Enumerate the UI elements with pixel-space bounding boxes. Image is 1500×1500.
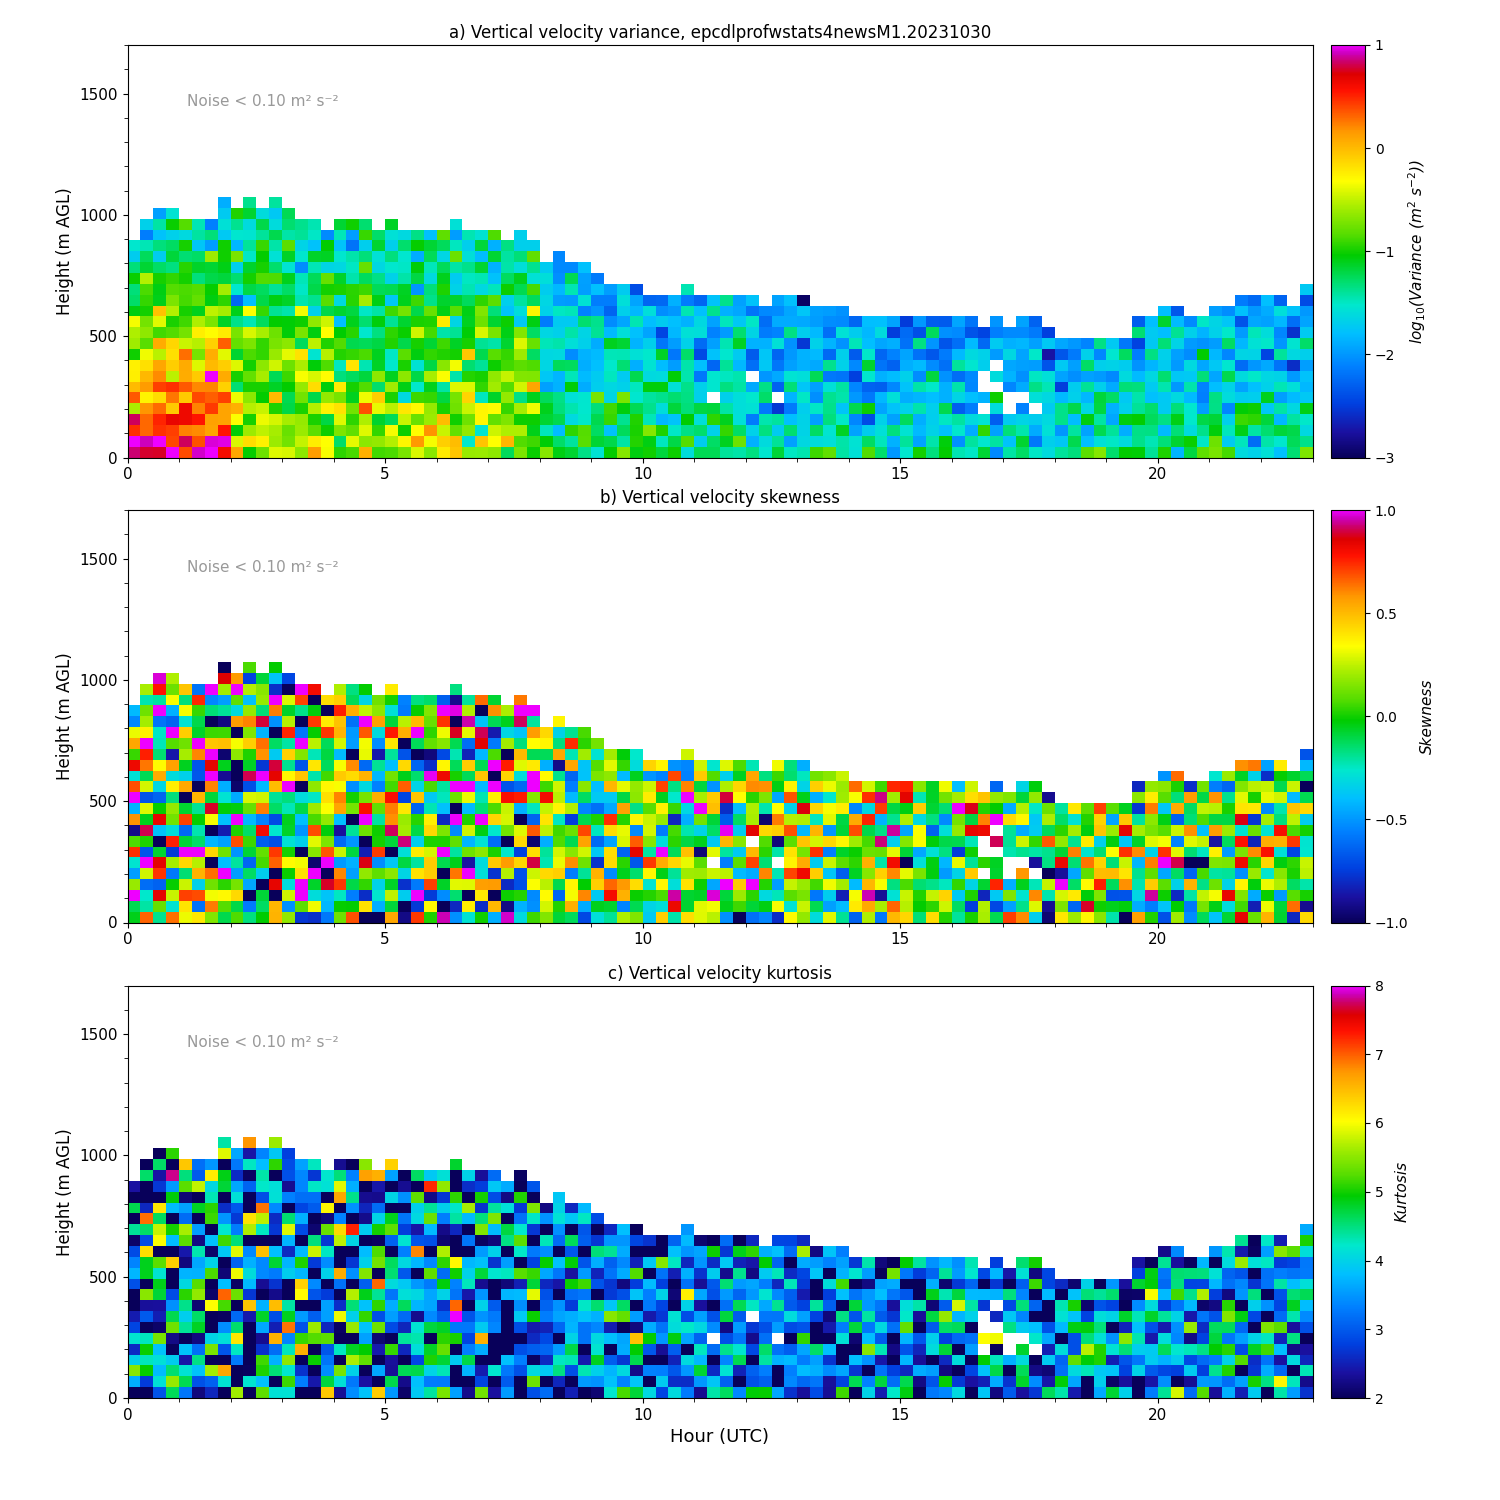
- Title: a) Vertical velocity variance, epcdlprofwstats4newsM1.20231030: a) Vertical velocity variance, epcdlprof…: [448, 24, 992, 42]
- Text: Noise < 0.10 m² s⁻²: Noise < 0.10 m² s⁻²: [186, 560, 339, 574]
- Title: b) Vertical velocity skewness: b) Vertical velocity skewness: [600, 489, 840, 507]
- Y-axis label: Height (m AGL): Height (m AGL): [56, 188, 74, 315]
- Title: c) Vertical velocity kurtosis: c) Vertical velocity kurtosis: [608, 964, 832, 982]
- Y-axis label: $log_{10}$(Variance (m$^2$ s$^{-2}$)): $log_{10}$(Variance (m$^2$ s$^{-2}$)): [1407, 159, 1428, 344]
- Text: Noise < 0.10 m² s⁻²: Noise < 0.10 m² s⁻²: [186, 94, 339, 110]
- Y-axis label: Height (m AGL): Height (m AGL): [56, 1128, 74, 1256]
- Y-axis label: Height (m AGL): Height (m AGL): [56, 652, 74, 780]
- X-axis label: Hour (UTC): Hour (UTC): [670, 1428, 770, 1446]
- Y-axis label: Kurtosis: Kurtosis: [1395, 1161, 1410, 1222]
- Y-axis label: Skewness: Skewness: [1419, 678, 1434, 754]
- Text: Noise < 0.10 m² s⁻²: Noise < 0.10 m² s⁻²: [186, 1035, 339, 1050]
